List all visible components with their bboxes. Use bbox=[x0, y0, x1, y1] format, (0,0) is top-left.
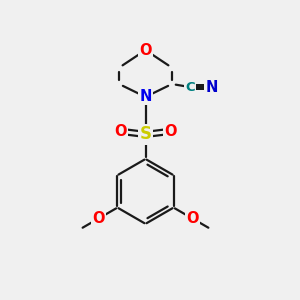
Text: O: O bbox=[164, 124, 176, 139]
Text: N: N bbox=[139, 89, 152, 104]
Text: S: S bbox=[140, 125, 152, 143]
Text: O: O bbox=[115, 124, 127, 139]
Text: O: O bbox=[186, 211, 199, 226]
Text: C: C bbox=[185, 80, 195, 94]
Text: O: O bbox=[92, 211, 105, 226]
Text: N: N bbox=[205, 80, 218, 94]
Text: O: O bbox=[139, 43, 152, 58]
